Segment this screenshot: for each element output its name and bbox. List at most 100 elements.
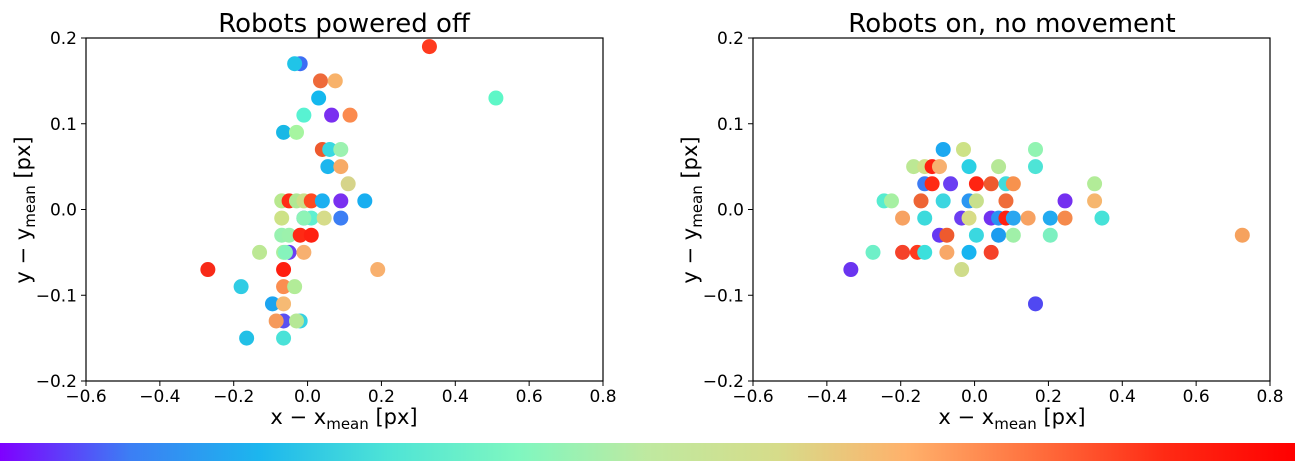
data-point bbox=[252, 244, 268, 260]
data-point bbox=[303, 227, 319, 243]
y-tick-label: −0.2 bbox=[703, 372, 744, 392]
data-point bbox=[1234, 227, 1250, 243]
data-point bbox=[1057, 193, 1073, 209]
data-point bbox=[276, 124, 292, 140]
x-ticks: −0.6 −0.4 −0.2 0.0 0.2 0.4 0.6 0.8 bbox=[732, 381, 1284, 407]
data-point bbox=[200, 262, 216, 278]
x-tick-label: 0.0 bbox=[294, 387, 321, 407]
data-point bbox=[320, 159, 336, 175]
x-tick-label: 0.4 bbox=[1109, 387, 1136, 407]
points-layer bbox=[843, 141, 1250, 312]
data-point bbox=[991, 227, 1007, 243]
data-point bbox=[939, 227, 955, 243]
chart-title: Robots on, no movement bbox=[848, 9, 1175, 39]
data-point bbox=[296, 244, 312, 260]
y-tick-label: −0.1 bbox=[703, 286, 744, 306]
data-point bbox=[954, 262, 970, 278]
data-point bbox=[303, 193, 319, 209]
y-axis-label: y − ymean [px] bbox=[11, 136, 39, 283]
data-point bbox=[322, 141, 338, 157]
data-point bbox=[333, 210, 349, 226]
data-point bbox=[931, 159, 947, 175]
data-point bbox=[288, 313, 304, 329]
data-point bbox=[1087, 176, 1103, 192]
x-tick-label: 0.4 bbox=[442, 387, 469, 407]
data-point bbox=[983, 244, 999, 260]
plot-frame bbox=[85, 37, 604, 382]
data-point bbox=[292, 227, 308, 243]
data-point bbox=[1087, 193, 1103, 209]
data-point bbox=[287, 56, 303, 72]
data-point bbox=[917, 244, 933, 260]
data-point bbox=[1005, 176, 1021, 192]
data-point bbox=[357, 193, 373, 209]
data-point bbox=[955, 141, 971, 157]
data-point bbox=[421, 39, 437, 55]
y-tick-label: 0.1 bbox=[717, 115, 744, 135]
x-tick-label: 0.2 bbox=[1035, 387, 1062, 407]
x-tick-label: 0.8 bbox=[1256, 387, 1283, 407]
data-point bbox=[1094, 210, 1110, 226]
x-axis-label: x − xmean [px] bbox=[270, 405, 417, 433]
data-point bbox=[843, 262, 859, 278]
plot-frame bbox=[752, 37, 1271, 382]
x-axis-label: x − xmean [px] bbox=[938, 405, 1085, 433]
data-point bbox=[287, 279, 303, 295]
points-layer bbox=[200, 39, 504, 346]
data-point bbox=[883, 193, 899, 209]
data-point bbox=[276, 279, 292, 295]
data-point bbox=[906, 159, 922, 175]
x-tick-label: −0.6 bbox=[732, 387, 773, 407]
data-point bbox=[943, 176, 959, 192]
data-point bbox=[961, 210, 977, 226]
data-point bbox=[968, 193, 984, 209]
data-point bbox=[961, 159, 977, 175]
data-point bbox=[296, 107, 312, 123]
data-point bbox=[239, 330, 255, 346]
y-tick-label: 0.0 bbox=[50, 201, 77, 221]
x-tick-label: −0.6 bbox=[65, 387, 106, 407]
y-axis-label: y − ymean [px] bbox=[678, 136, 706, 283]
y-tick-label: 0.2 bbox=[717, 29, 744, 49]
data-point bbox=[968, 227, 984, 243]
data-point bbox=[324, 107, 340, 123]
data-point bbox=[281, 227, 297, 243]
data-point bbox=[314, 193, 330, 209]
scatter-panel-powered-off: Robots powered off −0.6 −0.4 −0.2 0.0 0.2 0.4… bbox=[11, 9, 617, 433]
data-point bbox=[939, 244, 955, 260]
x-tick-label: 0.8 bbox=[589, 387, 616, 407]
data-point bbox=[333, 141, 349, 157]
x-tick-label: −0.2 bbox=[880, 387, 921, 407]
data-point bbox=[865, 244, 881, 260]
data-point bbox=[333, 159, 349, 175]
data-point bbox=[935, 141, 951, 157]
data-point bbox=[1005, 227, 1021, 243]
data-point bbox=[998, 193, 1014, 209]
data-point bbox=[917, 210, 933, 226]
data-point bbox=[316, 210, 332, 226]
data-point bbox=[1057, 210, 1073, 226]
data-point bbox=[1005, 210, 1021, 226]
data-point bbox=[342, 107, 358, 123]
x-tick-label: 0.2 bbox=[368, 387, 395, 407]
x-tick-label: −0.4 bbox=[139, 387, 180, 407]
data-point bbox=[913, 193, 929, 209]
x-tick-label: 0.6 bbox=[516, 387, 543, 407]
data-point bbox=[296, 210, 312, 226]
data-point bbox=[276, 262, 292, 278]
y-tick-label: 0.0 bbox=[717, 201, 744, 221]
y-tick-label: 0.1 bbox=[50, 115, 77, 135]
data-point bbox=[233, 279, 249, 295]
data-point bbox=[264, 296, 280, 312]
data-point bbox=[312, 73, 328, 89]
data-point bbox=[1028, 296, 1044, 312]
scatter-panel-on-no-movement: Robots on, no movement −0.6 −0.4 −0.2 0.0 0.… bbox=[678, 9, 1284, 433]
data-point bbox=[333, 193, 349, 209]
x-ticks: −0.6 −0.4 −0.2 0.0 0.2 0.4 0.6 0.8 bbox=[65, 381, 617, 407]
x-tick-label: −0.2 bbox=[213, 387, 254, 407]
data-point bbox=[274, 210, 290, 226]
y-tick-label: −0.1 bbox=[36, 286, 77, 306]
data-point bbox=[488, 90, 504, 106]
data-point bbox=[983, 176, 999, 192]
